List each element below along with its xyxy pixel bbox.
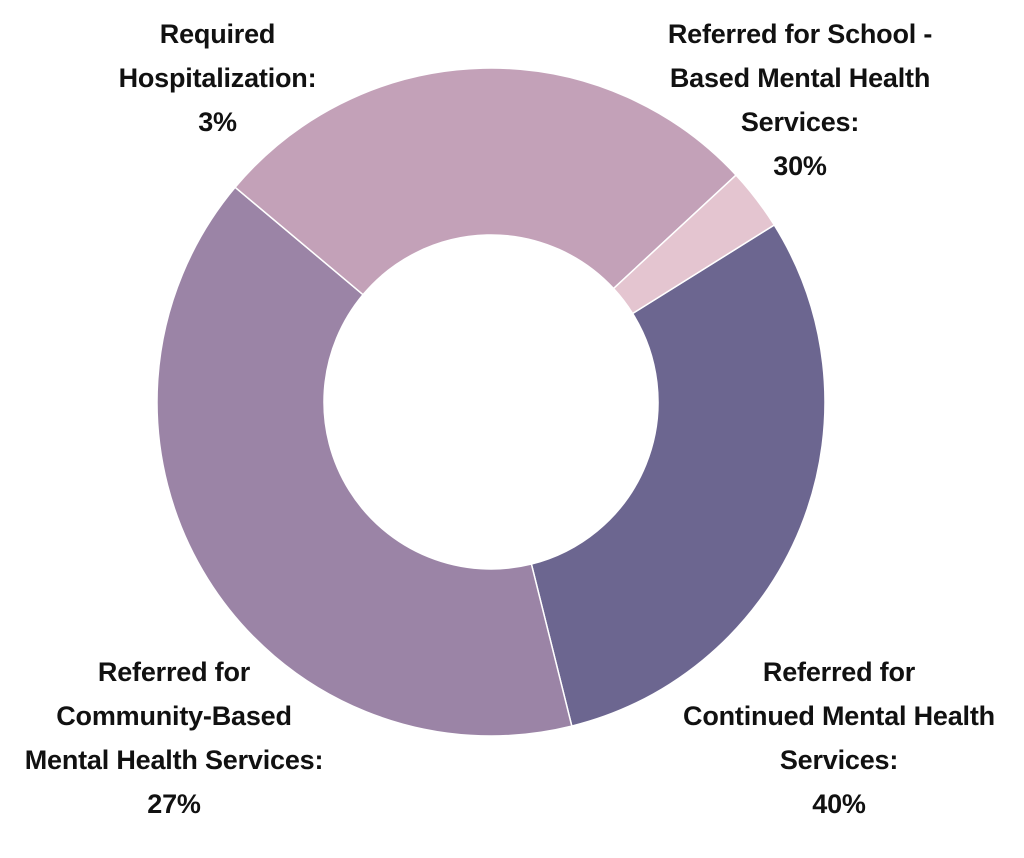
donut-slice-school-based	[530, 223, 826, 727]
label-line: Referred for School -	[667, 19, 933, 49]
label-line: Mental Health Services:	[24, 745, 324, 775]
slice-value-label: 40%	[812, 789, 866, 819]
slice-label-school-based: Referred for School - Based Mental Healt…	[640, 12, 960, 188]
label-line: Services:	[740, 107, 860, 137]
slice-label-community-based: Referred for Community-Based Mental Heal…	[0, 650, 348, 826]
slice-value-label: 3%	[198, 107, 237, 137]
donut-slice-community-based	[234, 67, 738, 296]
label-line: Required	[159, 19, 276, 49]
donut-slices	[156, 67, 826, 737]
label-line: Hospitalization:	[118, 63, 317, 93]
slice-value-label: 30%	[773, 151, 827, 181]
label-line: Based Mental Health	[669, 63, 931, 93]
donut-slice-continued	[156, 186, 573, 737]
slice-value-label: 27%	[147, 789, 201, 819]
slice-label-hospitalization: Required Hospitalization: 3%	[100, 12, 335, 144]
label-line: Services:	[779, 745, 899, 775]
label-line: Community-Based	[56, 701, 292, 731]
slice-label-continued: Referred for Continued Mental Health Ser…	[655, 650, 1023, 826]
label-line: Continued Mental Health	[683, 701, 995, 731]
label-line: Referred for	[762, 657, 916, 687]
label-line: Referred for	[97, 657, 251, 687]
donut-slice-hospitalization	[612, 174, 776, 315]
